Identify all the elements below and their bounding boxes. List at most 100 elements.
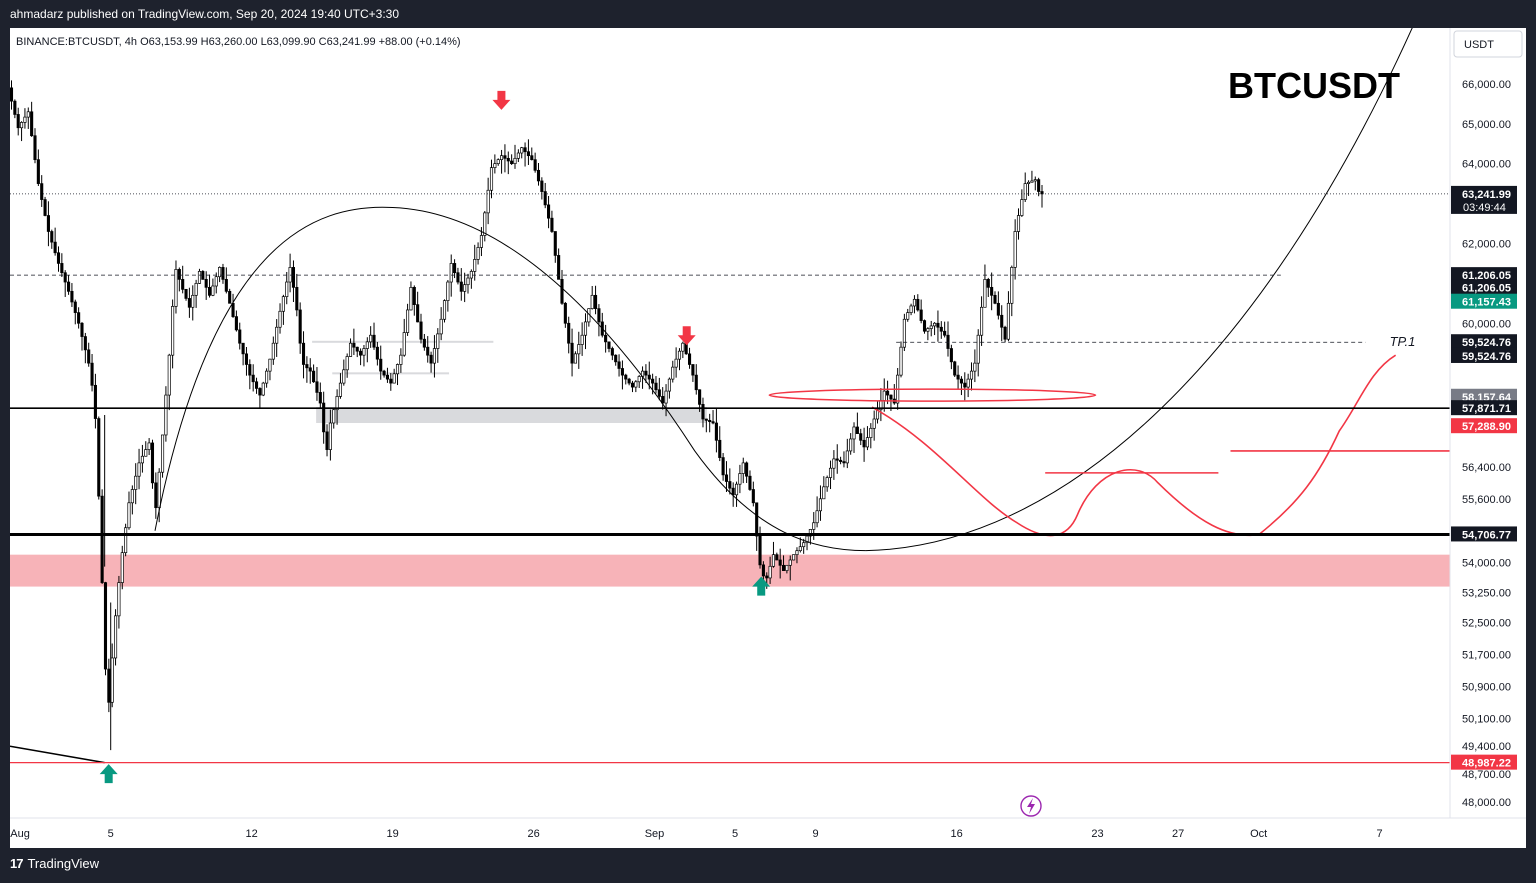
candle-body bbox=[953, 361, 957, 376]
candle-body bbox=[798, 546, 802, 552]
price-tick: 60,000.00 bbox=[1462, 318, 1511, 330]
candle-body bbox=[929, 325, 933, 329]
candle-body bbox=[862, 439, 866, 448]
candle-body bbox=[312, 370, 316, 383]
candle-body bbox=[375, 346, 379, 360]
candle-body bbox=[335, 396, 339, 411]
candle-body bbox=[161, 434, 165, 473]
price-chart[interactable]: TP.1 67,000.0066,000.0065,000.0064,000.0… bbox=[10, 28, 1526, 848]
candle-body bbox=[426, 346, 430, 356]
candle-body bbox=[718, 439, 722, 458]
candle-body bbox=[1010, 267, 1014, 304]
candle-body bbox=[117, 582, 121, 617]
price-tick: 66,000.00 bbox=[1462, 79, 1511, 91]
candle-body bbox=[634, 381, 638, 388]
candle-body bbox=[731, 487, 735, 496]
candle-body bbox=[177, 269, 181, 280]
price-tick: 55,600.00 bbox=[1462, 494, 1511, 506]
price-tick: 51,700.00 bbox=[1462, 649, 1511, 661]
candle-body bbox=[802, 542, 806, 548]
price-label: 63,241.99 bbox=[1462, 189, 1511, 201]
time-tick: 16 bbox=[950, 828, 962, 840]
candle-body bbox=[520, 147, 524, 154]
candle-body bbox=[865, 437, 870, 448]
candle-body bbox=[607, 341, 611, 349]
candle-body bbox=[540, 180, 544, 192]
candle-body bbox=[325, 431, 329, 450]
candle-body bbox=[389, 378, 393, 384]
candle-body bbox=[694, 374, 698, 391]
candle-body bbox=[597, 308, 601, 323]
drawings bbox=[10, 28, 1450, 764]
candle-body bbox=[244, 353, 249, 365]
candle-body bbox=[765, 575, 769, 579]
candle-body bbox=[788, 559, 792, 566]
currency-button[interactable]: USDT bbox=[1453, 30, 1523, 58]
candle-body bbox=[687, 353, 692, 365]
candle-body bbox=[77, 312, 81, 324]
candle-body bbox=[10, 87, 14, 102]
chart-frame: TP.1 67,000.0066,000.0065,000.0064,000.0… bbox=[10, 28, 1526, 848]
candle-body bbox=[983, 279, 987, 308]
candle-body bbox=[197, 271, 202, 284]
candle-body bbox=[167, 354, 171, 396]
candle-body bbox=[463, 284, 467, 292]
candle-body bbox=[594, 294, 598, 309]
candle-body bbox=[46, 215, 50, 232]
candle-body bbox=[939, 326, 943, 332]
candle-body bbox=[969, 370, 974, 380]
lightning-icon[interactable] bbox=[1020, 795, 1042, 817]
time-tick: 19 bbox=[387, 828, 399, 840]
candle-body bbox=[194, 283, 198, 296]
candle-body bbox=[191, 294, 195, 308]
time-tick: 7 bbox=[1376, 828, 1382, 840]
candle-body bbox=[150, 442, 155, 484]
price-tick: 50,900.00 bbox=[1462, 681, 1511, 693]
candle-body bbox=[580, 334, 584, 345]
zones bbox=[10, 340, 1450, 587]
candle-body bbox=[503, 155, 507, 159]
candle-body bbox=[1030, 180, 1034, 183]
candle-body bbox=[301, 342, 306, 365]
candle-body bbox=[1037, 179, 1041, 192]
price-tick: 49,400.00 bbox=[1462, 741, 1511, 753]
price-axis: 67,000.0066,000.0065,000.0064,000.0062,0… bbox=[1449, 28, 1526, 848]
candle-body bbox=[781, 564, 786, 571]
candle-body bbox=[20, 122, 24, 129]
candle-body bbox=[1040, 191, 1044, 195]
candle-body bbox=[785, 564, 789, 571]
time-tick: Oct bbox=[1250, 828, 1267, 840]
candle-body bbox=[288, 267, 292, 283]
price-tick: 62,000.00 bbox=[1462, 238, 1511, 250]
candle-body bbox=[704, 418, 708, 421]
candle-body bbox=[828, 467, 833, 478]
candle-body bbox=[775, 554, 779, 561]
price-label: 57,871.71 bbox=[1462, 403, 1511, 415]
tradingview-logo-icon: 17 bbox=[10, 856, 24, 871]
tradingview-logo[interactable]: 17 TradingView bbox=[10, 856, 99, 871]
candle-body bbox=[419, 321, 423, 340]
candle-body bbox=[990, 286, 994, 296]
arrow-down-icon bbox=[492, 90, 511, 110]
publisher-bar: ahmadarz published on TradingView.com, S… bbox=[0, 0, 1536, 28]
candle-body bbox=[812, 522, 816, 530]
candle-body bbox=[496, 159, 500, 165]
candle-body bbox=[674, 358, 678, 368]
candle-body bbox=[567, 322, 571, 344]
candle-body bbox=[748, 475, 752, 490]
candle-body bbox=[1023, 183, 1027, 200]
candle-body bbox=[708, 419, 712, 423]
candle-body bbox=[412, 286, 416, 305]
candle-body bbox=[839, 459, 843, 462]
candle-body bbox=[285, 281, 289, 298]
candle-body bbox=[402, 332, 406, 356]
arrow-up-icon bbox=[99, 764, 118, 784]
candle-body bbox=[379, 358, 383, 372]
candle-body bbox=[298, 309, 302, 344]
candle-body bbox=[902, 318, 906, 348]
candle-body bbox=[698, 389, 702, 405]
candle-body bbox=[610, 348, 614, 356]
trendline bbox=[10, 745, 105, 764]
candle-body bbox=[174, 269, 178, 307]
candle-body bbox=[563, 302, 567, 324]
